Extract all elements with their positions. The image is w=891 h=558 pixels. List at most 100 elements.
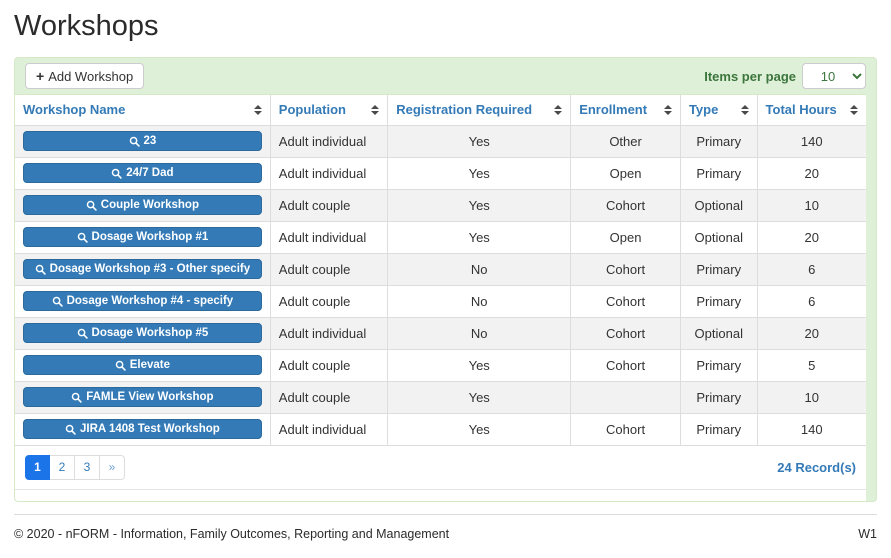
registration-required-cell: No bbox=[387, 316, 572, 350]
search-icon bbox=[115, 360, 126, 371]
items-per-page-label: Items per page bbox=[704, 68, 796, 84]
enrollment-cell: Open bbox=[570, 220, 681, 254]
type-cell: Primary bbox=[679, 348, 758, 382]
column-header-registration-required[interactable]: Registration Required bbox=[387, 95, 572, 126]
workshop-open-button[interactable]: Dosage Workshop #5 bbox=[23, 323, 262, 343]
workshop-name-cell: Dosage Workshop #1 bbox=[15, 220, 271, 254]
total-hours-cell: 20 bbox=[756, 220, 866, 254]
population-cell: Adult individual bbox=[269, 156, 389, 190]
type-cell: Primary bbox=[679, 252, 758, 286]
workshop-name-label: 24/7 Dad bbox=[126, 167, 174, 179]
column-header-workshop-name[interactable]: Workshop Name bbox=[15, 95, 271, 126]
enrollment-cell: Other bbox=[570, 124, 681, 158]
sort-icon[interactable] bbox=[850, 104, 858, 115]
total-hours-cell: 6 bbox=[756, 284, 866, 318]
workshop-name-cell: Elevate bbox=[15, 348, 271, 382]
table-header: Workshop Name Population Registration Re… bbox=[15, 95, 866, 126]
population-cell: Adult individual bbox=[269, 220, 389, 254]
workshop-open-button[interactable]: Dosage Workshop #3 - Other specify bbox=[23, 259, 262, 279]
pagination-next-button[interactable]: » bbox=[100, 454, 125, 480]
search-icon bbox=[52, 296, 63, 307]
type-cell: Primary bbox=[679, 284, 758, 318]
column-header-total-hours[interactable]: Total Hours bbox=[756, 95, 866, 126]
workshop-open-button[interactable]: FAMLE View Workshop bbox=[23, 387, 262, 407]
table-row: Elevate Adult couple Yes Cohort Primary … bbox=[15, 348, 866, 382]
workshop-open-button[interactable]: Couple Workshop bbox=[23, 195, 262, 215]
table-row: FAMLE View Workshop Adult couple Yes Pri… bbox=[15, 380, 866, 414]
table-row: JIRA 1408 Test Workshop Adult individual… bbox=[15, 412, 866, 446]
workshop-name-cell: Dosage Workshop #5 bbox=[15, 316, 271, 350]
workshop-open-button[interactable]: Dosage Workshop #1 bbox=[23, 227, 262, 247]
workshop-open-button[interactable]: Elevate bbox=[23, 355, 262, 375]
column-header-type[interactable]: Type bbox=[679, 95, 758, 126]
table-row: Dosage Workshop #4 - specify Adult coupl… bbox=[15, 284, 866, 318]
type-cell: Primary bbox=[679, 156, 758, 190]
column-label: Population bbox=[278, 102, 346, 118]
items-per-page-control: Items per page 10 bbox=[704, 63, 866, 89]
enrollment-cell bbox=[570, 380, 681, 414]
registration-required-cell: Yes bbox=[387, 188, 572, 222]
version-label: W1 bbox=[858, 526, 877, 541]
panel-bottom-strip bbox=[15, 488, 866, 501]
search-icon bbox=[86, 200, 97, 211]
workshop-name-label: Dosage Workshop #5 bbox=[91, 327, 209, 339]
enrollment-cell: Cohort bbox=[570, 316, 681, 350]
type-cell: Optional bbox=[679, 316, 758, 350]
population-cell: Adult individual bbox=[269, 412, 389, 446]
registration-required-cell: No bbox=[387, 252, 572, 286]
total-hours-cell: 20 bbox=[756, 156, 866, 190]
workshop-open-button[interactable]: JIRA 1408 Test Workshop bbox=[23, 419, 262, 439]
sort-icon[interactable] bbox=[371, 104, 380, 115]
items-per-page-select[interactable]: 10 bbox=[802, 63, 866, 89]
record-count: 24 Record(s) bbox=[777, 459, 856, 475]
column-label: Registration Required bbox=[396, 102, 533, 118]
registration-required-cell: Yes bbox=[387, 348, 572, 382]
total-hours-cell: 5 bbox=[756, 348, 866, 382]
workshop-name-cell: Couple Workshop bbox=[15, 188, 271, 222]
table-row: 24/7 Dad Adult individual Yes Open Prima… bbox=[15, 156, 866, 190]
total-hours-cell: 20 bbox=[756, 316, 866, 350]
type-cell: Primary bbox=[679, 412, 758, 446]
add-workshop-button[interactable]: + Add Workshop bbox=[25, 63, 145, 89]
workshop-name-label: Couple Workshop bbox=[100, 199, 199, 211]
table-row: Dosage Workshop #3 - Other specify Adult… bbox=[15, 252, 866, 286]
add-workshop-label: Add Workshop bbox=[48, 68, 134, 84]
search-icon bbox=[35, 264, 46, 275]
enrollment-cell: Open bbox=[570, 156, 681, 190]
sort-icon[interactable] bbox=[663, 104, 672, 115]
column-label: Workshop Name bbox=[23, 102, 126, 118]
sort-icon[interactable] bbox=[253, 104, 262, 115]
workshop-open-button[interactable]: 23 bbox=[23, 131, 262, 151]
workshop-name-label: Dosage Workshop #3 - Other specify bbox=[49, 263, 251, 275]
type-cell: Optional bbox=[679, 220, 758, 254]
enrollment-cell: Cohort bbox=[570, 252, 681, 286]
registration-required-cell: Yes bbox=[387, 380, 572, 414]
workshop-name-cell: Dosage Workshop #4 - specify bbox=[15, 284, 271, 318]
population-cell: Adult individual bbox=[269, 316, 389, 350]
workshop-name-cell: 24/7 Dad bbox=[15, 156, 271, 190]
pagination-page-2[interactable]: 2 bbox=[50, 454, 75, 480]
type-cell: Optional bbox=[679, 188, 758, 222]
column-header-enrollment[interactable]: Enrollment bbox=[570, 95, 681, 126]
column-label: Type bbox=[688, 102, 719, 118]
sort-icon[interactable] bbox=[740, 104, 749, 115]
footer-divider bbox=[14, 513, 877, 515]
workshop-name-label: Dosage Workshop #4 - specify bbox=[66, 295, 234, 307]
workshop-name-cell: 23 bbox=[15, 124, 271, 158]
workshop-open-button[interactable]: Dosage Workshop #4 - specify bbox=[23, 291, 262, 311]
enrollment-cell: Cohort bbox=[570, 284, 681, 318]
pagination-page-1[interactable]: 1 bbox=[25, 454, 50, 480]
search-icon bbox=[65, 424, 76, 435]
workshop-name-cell: FAMLE View Workshop bbox=[15, 380, 271, 414]
workshop-name-label: Elevate bbox=[129, 359, 171, 371]
sort-icon[interactable] bbox=[554, 104, 563, 115]
total-hours-cell: 10 bbox=[756, 188, 866, 222]
total-hours-cell: 140 bbox=[756, 124, 866, 158]
pagination-page-3[interactable]: 3 bbox=[75, 454, 100, 480]
column-header-population[interactable]: Population bbox=[269, 95, 389, 126]
table-row: Dosage Workshop #1 Adult individual Yes … bbox=[15, 220, 866, 254]
enrollment-cell: Cohort bbox=[570, 188, 681, 222]
enrollment-cell: Cohort bbox=[570, 348, 681, 382]
workshop-open-button[interactable]: 24/7 Dad bbox=[23, 163, 262, 183]
workshop-table-body: 23 Adult individual Yes Other Primary 14… bbox=[15, 124, 866, 446]
